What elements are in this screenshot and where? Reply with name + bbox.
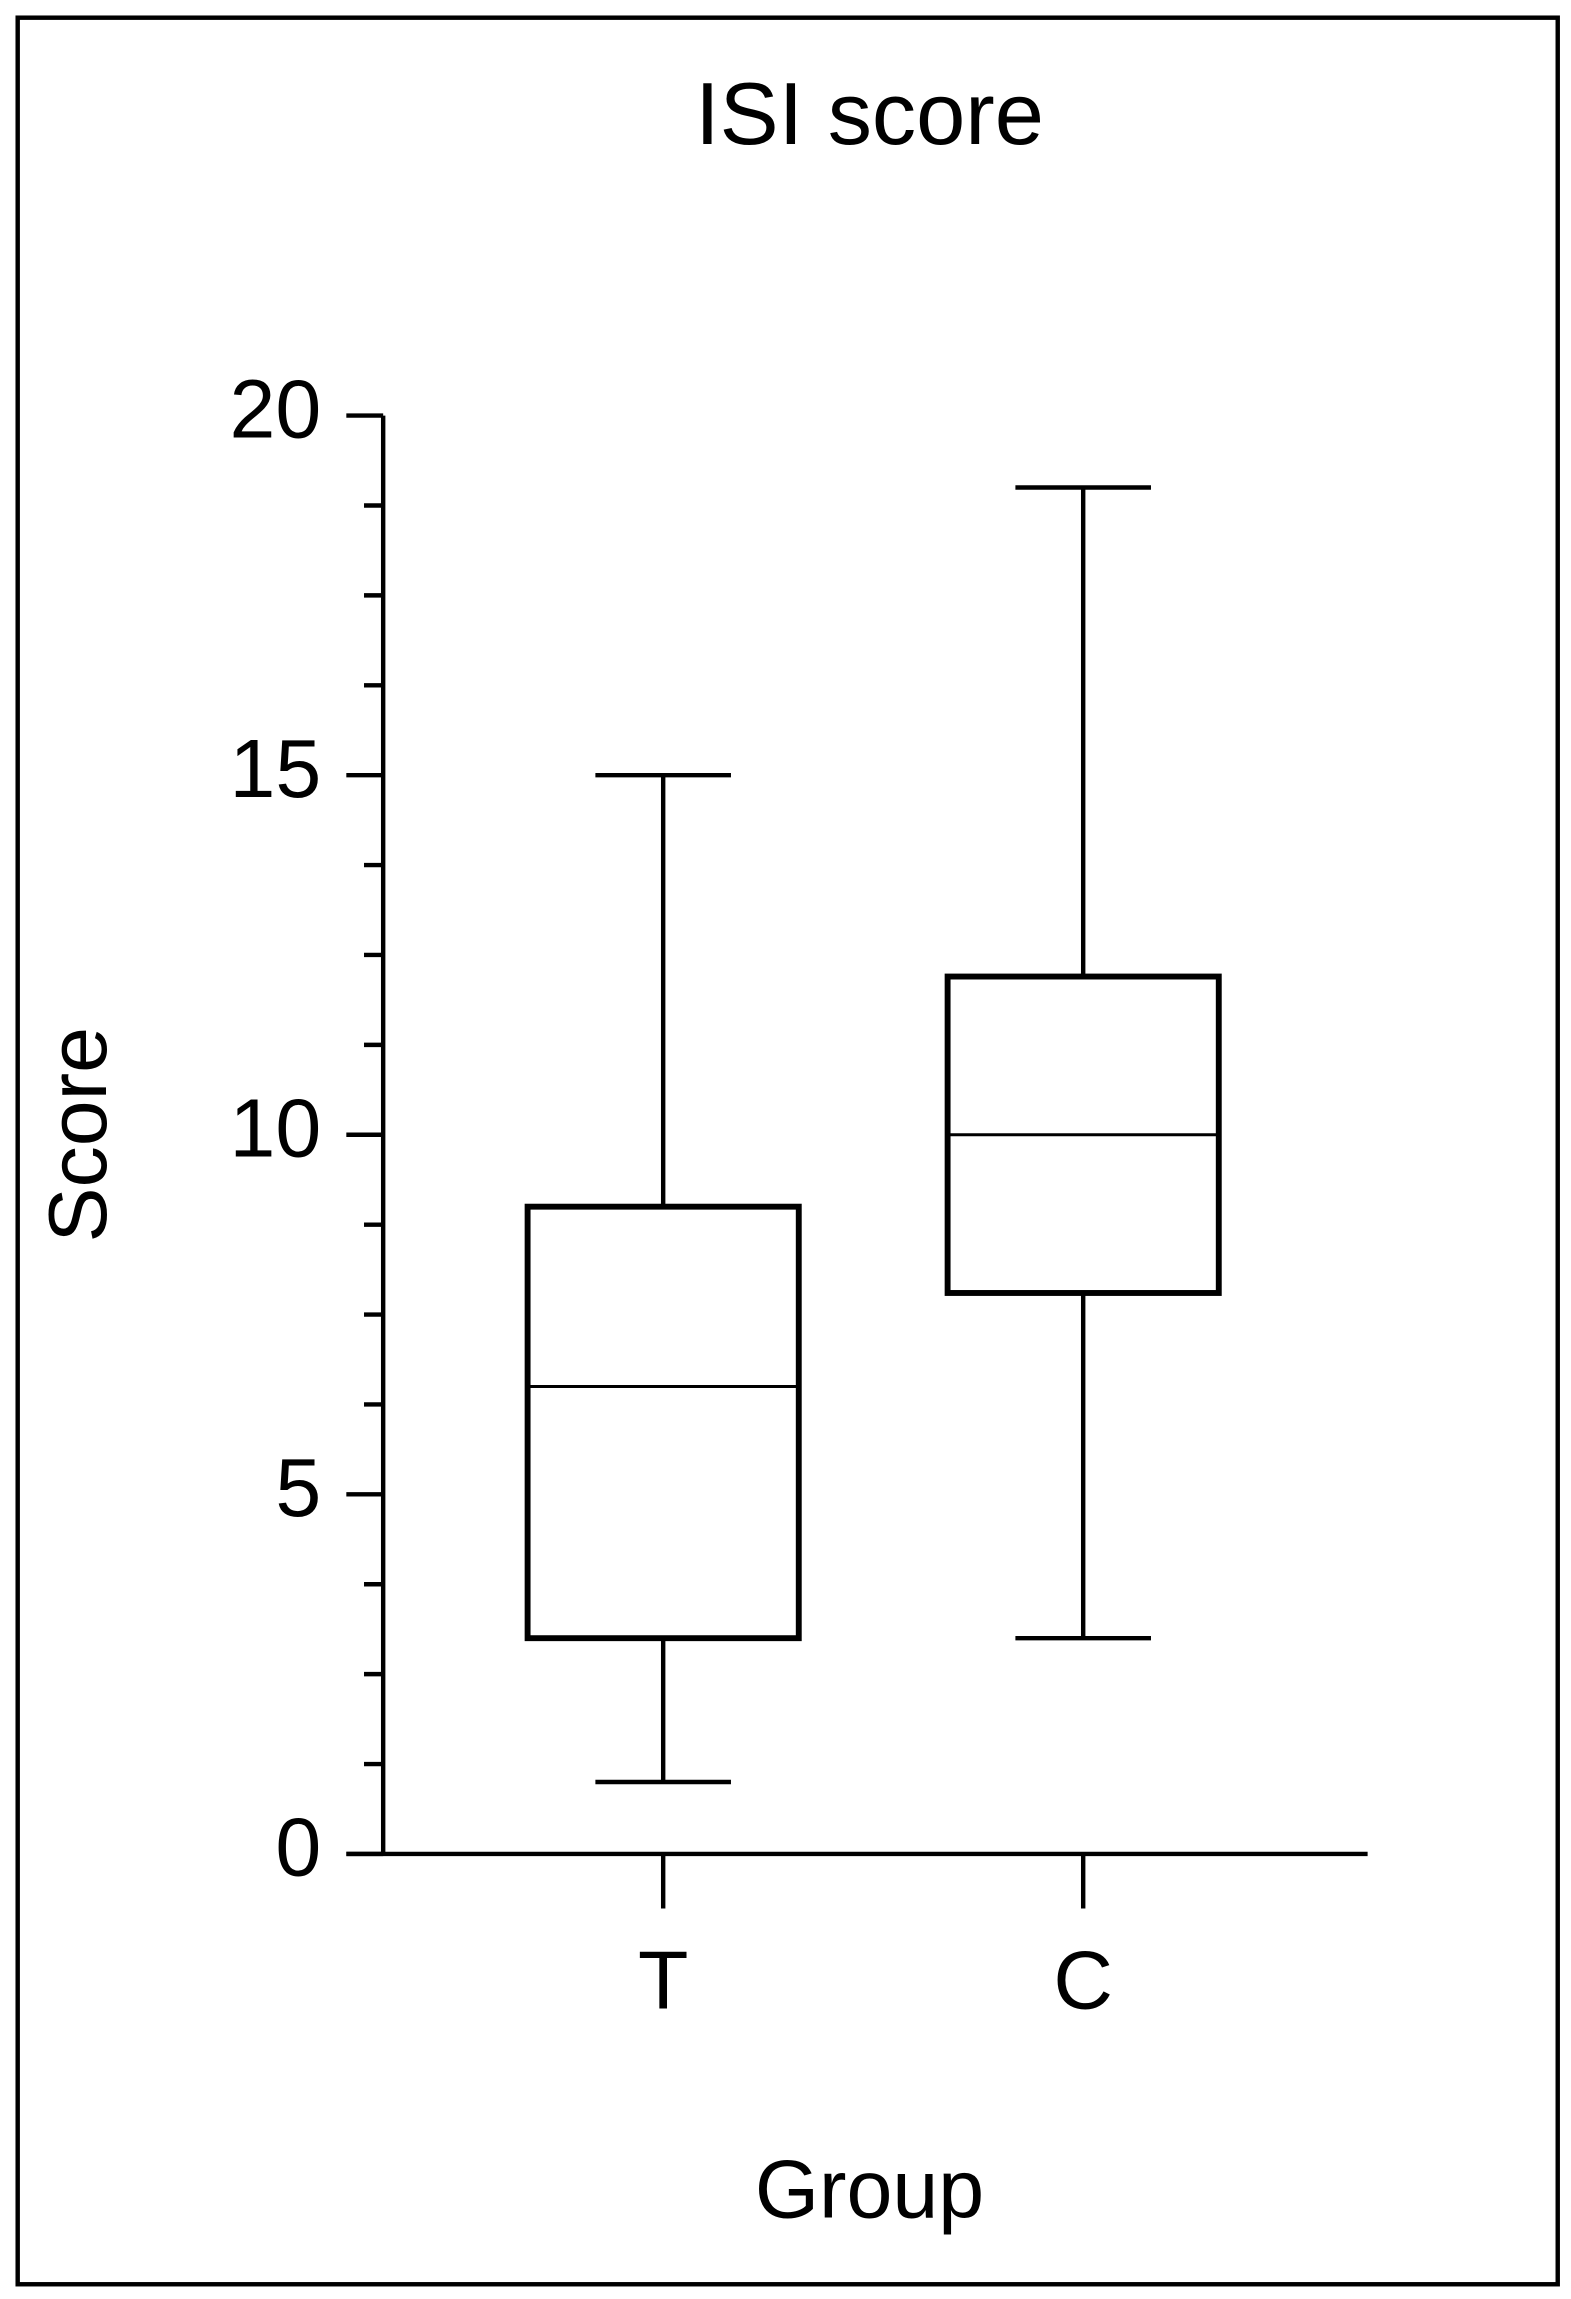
x-tick-label: C (1053, 1934, 1113, 2026)
chart-title: ISI score (695, 64, 1044, 163)
y-tick-label: 5 (275, 1442, 321, 1534)
y-axis-label: Score (32, 1027, 124, 1243)
box (524, 1203, 802, 1642)
x-axis-label: Group (755, 2144, 984, 2236)
y-tick-label: 10 (229, 1083, 321, 1175)
y-tick-label: 15 (229, 723, 321, 815)
y-tick-label: 0 (275, 1802, 321, 1894)
y-tick-label: 20 (229, 363, 321, 455)
x-tick-label: T (638, 1934, 688, 2026)
frame (15, 15, 1560, 2287)
